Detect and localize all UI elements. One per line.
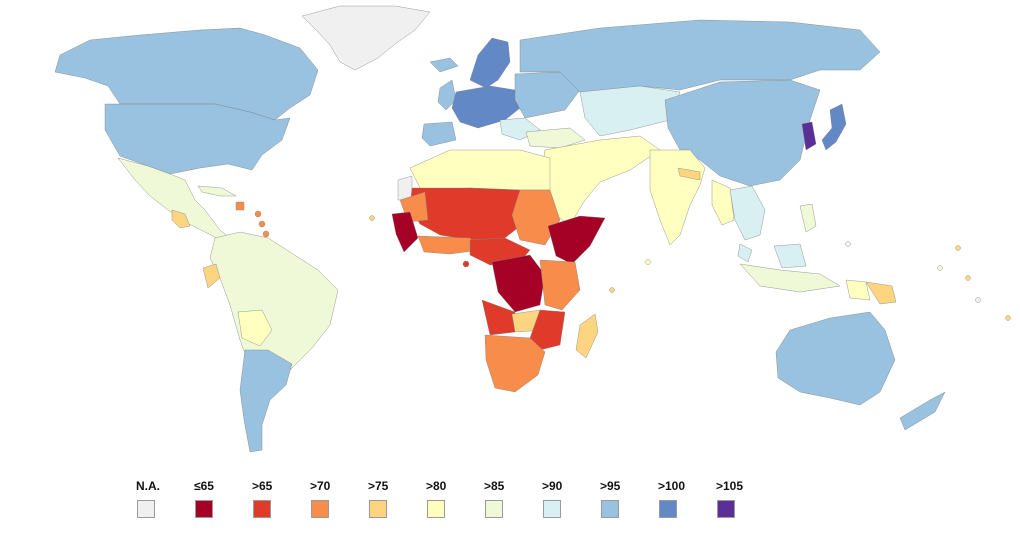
legend-label: >80 [426,479,447,493]
region-atlantic-island [462,260,470,268]
region-north-africa [409,149,551,191]
legend-swatch [137,500,155,518]
region-indochina [729,185,766,241]
legend-item: >75 [358,478,416,518]
region-west-africa-sahel [409,187,531,241]
region-usa [104,103,291,175]
region-philippines [799,203,817,233]
legend-swatch [717,500,735,518]
region-bolivia [237,309,273,347]
legend-swatch [253,500,271,518]
legend-swatch [195,500,213,518]
region-cuba [197,185,237,197]
region-uk [437,79,457,111]
region-malaysia [737,243,753,263]
legend-label: >105 [716,479,744,493]
region-pacific-islands [937,265,943,271]
region-east-africa [539,259,581,311]
region-korea [801,121,817,151]
region-turkey [525,127,586,149]
legend-label: N.A. [136,479,160,493]
region-india [649,149,706,246]
region-gulf-guinea [417,235,481,255]
legend-swatch [311,500,329,518]
legend-label: >75 [368,479,389,493]
region-congo [491,254,546,313]
world-choropleth-map [54,5,1011,453]
region-caribbean-island-3 [262,230,270,238]
region-pacific-island-3 [975,297,981,303]
region-north-america-north [54,27,319,121]
region-borneo [773,243,807,269]
region-western-sahara [397,175,413,201]
region-russia [519,19,881,95]
region-mozambique [529,309,566,351]
legend-swatch [427,500,445,518]
legend-label: >65 [252,479,273,493]
legend-item: >70 [300,478,358,518]
region-nepal [677,167,701,181]
legend-item: ≤65 [184,478,242,518]
legend-item: >105 [706,478,764,518]
region-new-guinea-west [845,279,871,301]
legend-label: >100 [658,479,686,493]
region-ecuador [202,263,221,289]
legend-swatch [659,500,677,518]
region-new-zealand [899,391,946,431]
legend-item: >95 [590,478,648,518]
legend-label: >90 [542,479,563,493]
legend-swatch [601,500,619,518]
region-central-america-low [171,209,191,229]
region-pacific-island-5 [1005,315,1011,321]
legend-label: >95 [600,479,621,493]
region-iberia [421,121,457,147]
map-legend: N.A. ≤65 >65 >70 >75 >80 >85 >90 >95 >100 >105 [126,478,764,518]
region-iceland [429,57,459,73]
legend-item: >80 [416,478,474,518]
region-png [865,281,897,305]
region-argentina [239,349,293,453]
region-central-asia [579,85,681,137]
region-japan [821,103,847,151]
region-southern-africa [484,334,546,393]
region-pacific-island-6 [845,241,851,247]
region-indonesia [739,263,841,293]
region-south-america [209,231,339,381]
legend-label: ≤65 [194,479,214,493]
region-sudan [511,189,561,246]
legend-item: >85 [474,478,532,518]
legend-swatch [485,500,503,518]
region-atlantic-island-2 [369,215,375,221]
region-middle-east [539,135,661,226]
legend-swatch [369,500,387,518]
region-madagascar [575,313,599,359]
legend-item: N.A. [126,478,184,518]
region-australia [775,311,896,406]
legend-swatch [543,500,561,518]
region-indian-ocean-island [609,287,615,293]
region-haiti [235,201,245,211]
region-indian-ocean-island-2 [645,259,651,265]
region-pacific-island-4 [965,275,971,281]
legend-label: >70 [310,479,331,493]
region-guinea [391,211,419,253]
legend-item: >65 [242,478,300,518]
region-pacific-island-2 [955,245,961,251]
legend-item: >90 [532,478,590,518]
region-greenland [301,5,431,71]
region-scandinavia [469,37,511,89]
region-myanmar [711,179,735,226]
region-ethiopia-somalia [547,215,606,265]
legend-label: >85 [484,479,505,493]
legend-item: >100 [648,478,706,518]
region-caribbean-island-2 [258,220,266,228]
region-caribbean-islands [254,210,262,218]
